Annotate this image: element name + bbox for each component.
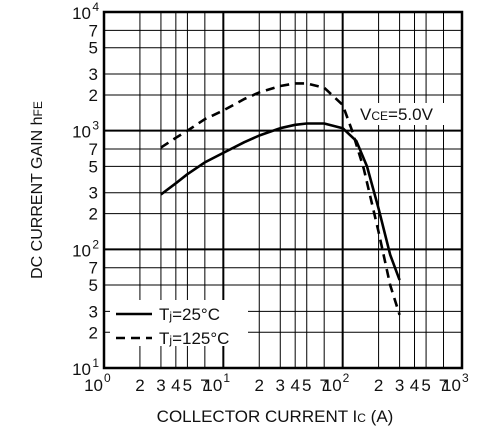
x-tick-label: 10 [84,376,103,395]
y-tick-label: 3 [89,65,98,84]
plot-frame [102,10,464,370]
y-tick-label: 3 [89,302,98,321]
y-tick-exponent: 3 [92,119,99,133]
x-tick-labels: 10 0 10 1 10 2 10 32 3 4 5 7 2 3 4 5 7 2 3 4 5 7 [84,371,469,395]
legend: Tj=25°C Tj=125°C [110,300,248,348]
x-tick-label: 10 [203,376,222,395]
x-tick-exponent: 3 [462,371,469,385]
x-tick-label: 3 [156,376,165,395]
annotation-background [358,103,454,125]
x-tick-label: 10 [442,376,461,395]
x-tick-label: 4 [290,376,299,395]
series-line-tj-25-c [160,122,401,281]
x-tick-exponent: 1 [223,371,230,385]
legend-label: Tj=125°C [159,329,229,348]
x-tick-label: 3 [395,376,404,395]
x-tick-label: 5 [302,376,311,395]
annotation: VCE=5.0V [358,103,454,125]
y-tick-label: 10 [72,241,91,260]
x-tick-label: 7 [200,376,209,395]
x-tick-exponent: 0 [104,371,111,385]
series-line-tj-125-c [160,82,401,316]
x-tick-label: 7 [319,376,328,395]
y-tick-label: 10 [72,360,91,379]
y-tick-label: 10 [72,123,91,142]
y-tick-label: 7 [89,259,98,278]
y-tick-label: 3 [89,184,98,203]
y-tick-label: 7 [89,21,98,40]
y-tick-exponent: 4 [92,0,99,14]
x-tick-label: 10 [323,376,342,395]
y-tick-label: 5 [89,157,98,176]
y-tick-label: 2 [89,205,98,224]
x-axis-label: COLLECTOR CURRENT IC (A) [157,407,394,426]
x-tick-exponent: 2 [343,371,350,385]
grid-lines [104,12,462,368]
y-axis-label: DC CURRENT GAIN hFE [29,101,46,279]
annotation-text: VCE=5.0V [360,105,434,124]
x-tick-label: 4 [410,376,419,395]
y-tick-exponent: 1 [92,356,99,370]
x-tick-label: 5 [183,376,192,395]
series-lines [160,82,401,316]
x-tick-label: 3 [276,376,285,395]
y-tick-label: 10 [72,4,91,23]
x-tick-label: 2 [135,376,144,395]
y-tick-label: 7 [89,140,98,159]
y-tick-label: 5 [89,276,98,295]
x-tick-label: 7 [439,376,448,395]
y-tick-exponent: 2 [92,237,99,251]
y-tick-label: 5 [89,39,98,58]
legend-label: Tj=25°C [159,305,220,324]
x-tick-label: 2 [255,376,264,395]
y-tick-label: 2 [89,323,98,342]
y-tick-label: 2 [89,86,98,105]
x-tick-label: 2 [374,376,383,395]
x-tick-label: 4 [171,376,180,395]
axis-labels: COLLECTOR CURRENT IC (A) DC CURRENT GAIN … [29,101,393,426]
x-tick-label: 5 [421,376,430,395]
